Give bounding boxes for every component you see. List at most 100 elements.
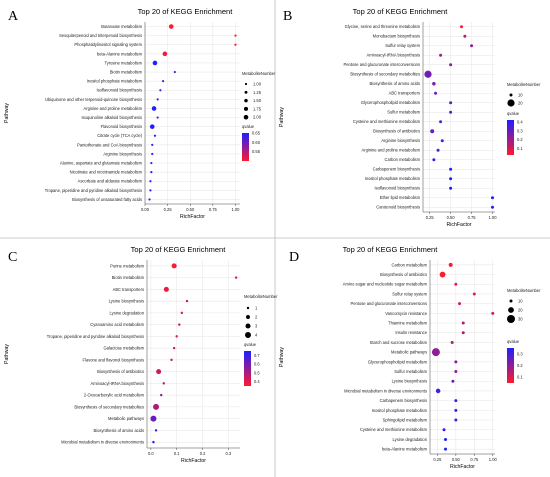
data-point (460, 25, 464, 29)
data-point (234, 43, 237, 46)
pathway-label: Carbon metabolism (385, 157, 421, 162)
x-tick-label: 0.00 (141, 207, 150, 212)
pathway-label: Glycerophospholipid metabolism (361, 100, 421, 105)
x-tick-label: 0.75 (468, 215, 477, 220)
pathway-label: Isoflavonoid biosynthesis (96, 88, 142, 93)
pathway-label: Inositol phosphate metabolism (365, 176, 421, 181)
color-legend-label: 0.3 (517, 128, 523, 133)
size-legend-label: 1.75 (253, 106, 262, 111)
data-point (156, 369, 162, 375)
pathway-label: Tyrosine metabolism (104, 60, 142, 65)
data-point (448, 262, 453, 267)
pathway-label: ABC transporters (389, 91, 420, 96)
data-point (444, 437, 448, 441)
pathway-label: ABC transporters (113, 287, 144, 292)
data-point (162, 382, 165, 385)
data-point (160, 393, 163, 397)
pathway-label: Flavonoid biosynthesis (101, 124, 142, 129)
pathway-label: Lysine biosynthesis (109, 299, 144, 304)
data-point (458, 302, 462, 306)
y-axis-title: Pathway (4, 103, 10, 123)
data-point (149, 124, 155, 129)
pathway-label: Biosynthesis of secondary metabolites (350, 72, 420, 77)
color-legend-title: qvalue (244, 342, 257, 347)
data-point (170, 358, 173, 362)
pathway-label: Galactose metabolism (104, 346, 145, 351)
x-tick-label: 1.00 (489, 215, 498, 220)
pathway-label: Ether lipid metabolism (380, 195, 421, 200)
data-point (461, 331, 465, 335)
chart-title: Top 20 of KEGG Enrichment (138, 7, 234, 16)
x-tick-label: 0.50 (447, 215, 456, 220)
pathway-label: Cysteine and methionine metabolism (353, 119, 421, 124)
size-legend-dot (244, 90, 248, 94)
pathway-label: beta-Alanine metabolism (382, 447, 428, 452)
pathway-label: Starch and sucrose metabolism (370, 340, 428, 345)
pathway-label: Biotin metabolism (112, 275, 145, 280)
data-point (159, 89, 162, 92)
data-point (149, 180, 152, 183)
panel-a: A Top 20 of KEGG Enrichment Pathway 0.00 0.2… (4, 7, 276, 220)
size-legend-dot (509, 299, 513, 303)
size-legend-label: 20 (518, 308, 523, 313)
size-legend-label: 1.25 (253, 90, 262, 95)
size-legend-title: MetaboliteNumber (507, 82, 541, 87)
data-point (175, 335, 178, 338)
size-legend-label: 4 (255, 333, 258, 338)
data-point (434, 91, 438, 95)
x-axis-title: RichFactor (180, 214, 205, 220)
pathway-label: Arginine biosynthesis (381, 138, 420, 143)
y-axis-title: Pathway (4, 344, 10, 364)
x-tick-label: 0.0 (148, 451, 154, 456)
color-legend-label: 0.6 (254, 362, 260, 367)
pathway-label: Biosynthesis of amino acids (369, 81, 420, 86)
pathway-label: Vancomycin resistance (385, 311, 428, 316)
data-point (172, 346, 176, 350)
chart-title: Top 20 of KEGG Enrichment (353, 7, 449, 16)
pathway-label: Isoflavonoid biosynthesis (374, 186, 420, 191)
data-point (153, 403, 160, 410)
data-point (162, 51, 168, 57)
pathway-label: Phosphatidylinositol signaling system (74, 42, 142, 47)
data-point (442, 428, 446, 432)
color-legend-label: 0.55 (252, 149, 261, 154)
pathway-label: Alanine, aspartate and glutamate metabol… (60, 160, 143, 165)
data-point (491, 311, 495, 315)
size-legend-label: 3 (255, 324, 258, 329)
color-legend-title: qvalue (507, 111, 520, 116)
color-legend-label: 0.2 (517, 363, 523, 368)
size-legend-label: 10 (518, 93, 523, 98)
size-legend-dot (509, 93, 513, 97)
data-point (432, 158, 436, 162)
x-tick-label: 0.25 (426, 215, 435, 220)
data-point (431, 348, 440, 357)
data-point (439, 53, 443, 57)
data-point (432, 82, 436, 86)
size-legend-title: MetaboliteNumber (244, 294, 278, 299)
data-point (180, 311, 184, 315)
pathway-label: Arginine and proline metabolism (362, 148, 421, 153)
pathway-label: Ubiquinone and other terpenoid-quinone b… (45, 97, 142, 102)
data-point (449, 167, 453, 171)
color-legend-label: 0.2 (517, 137, 523, 142)
pathway-label: Microbial metabolism in diverse environm… (61, 440, 144, 445)
data-point (424, 70, 432, 78)
data-point (454, 399, 458, 403)
pathway-label: Tropane, piperidine and pyridine alkaloi… (47, 334, 144, 339)
size-legend-dot (245, 332, 251, 338)
pathway-label: Thiamine metabolism (388, 320, 427, 325)
pathway-label: Sesquiterpenoid and triterpenoid biosynt… (59, 33, 142, 38)
color-legend-label: 0.4 (254, 379, 260, 384)
x-tick-label: 0.75 (470, 457, 479, 462)
data-point (490, 205, 494, 209)
x-tick-label: 0.50 (186, 207, 195, 212)
pathway-label: Sphingolipid metabolism (383, 417, 428, 422)
data-point (449, 186, 453, 190)
data-point (178, 323, 181, 326)
panel-letter: B (283, 9, 292, 24)
data-point (150, 415, 157, 422)
x-tick-label: 0.25 (433, 457, 442, 462)
y-axis-title: Pathway (279, 107, 285, 127)
data-point (451, 379, 455, 383)
pathway-label: Glycine, serine and threonine metabolism (345, 24, 421, 29)
